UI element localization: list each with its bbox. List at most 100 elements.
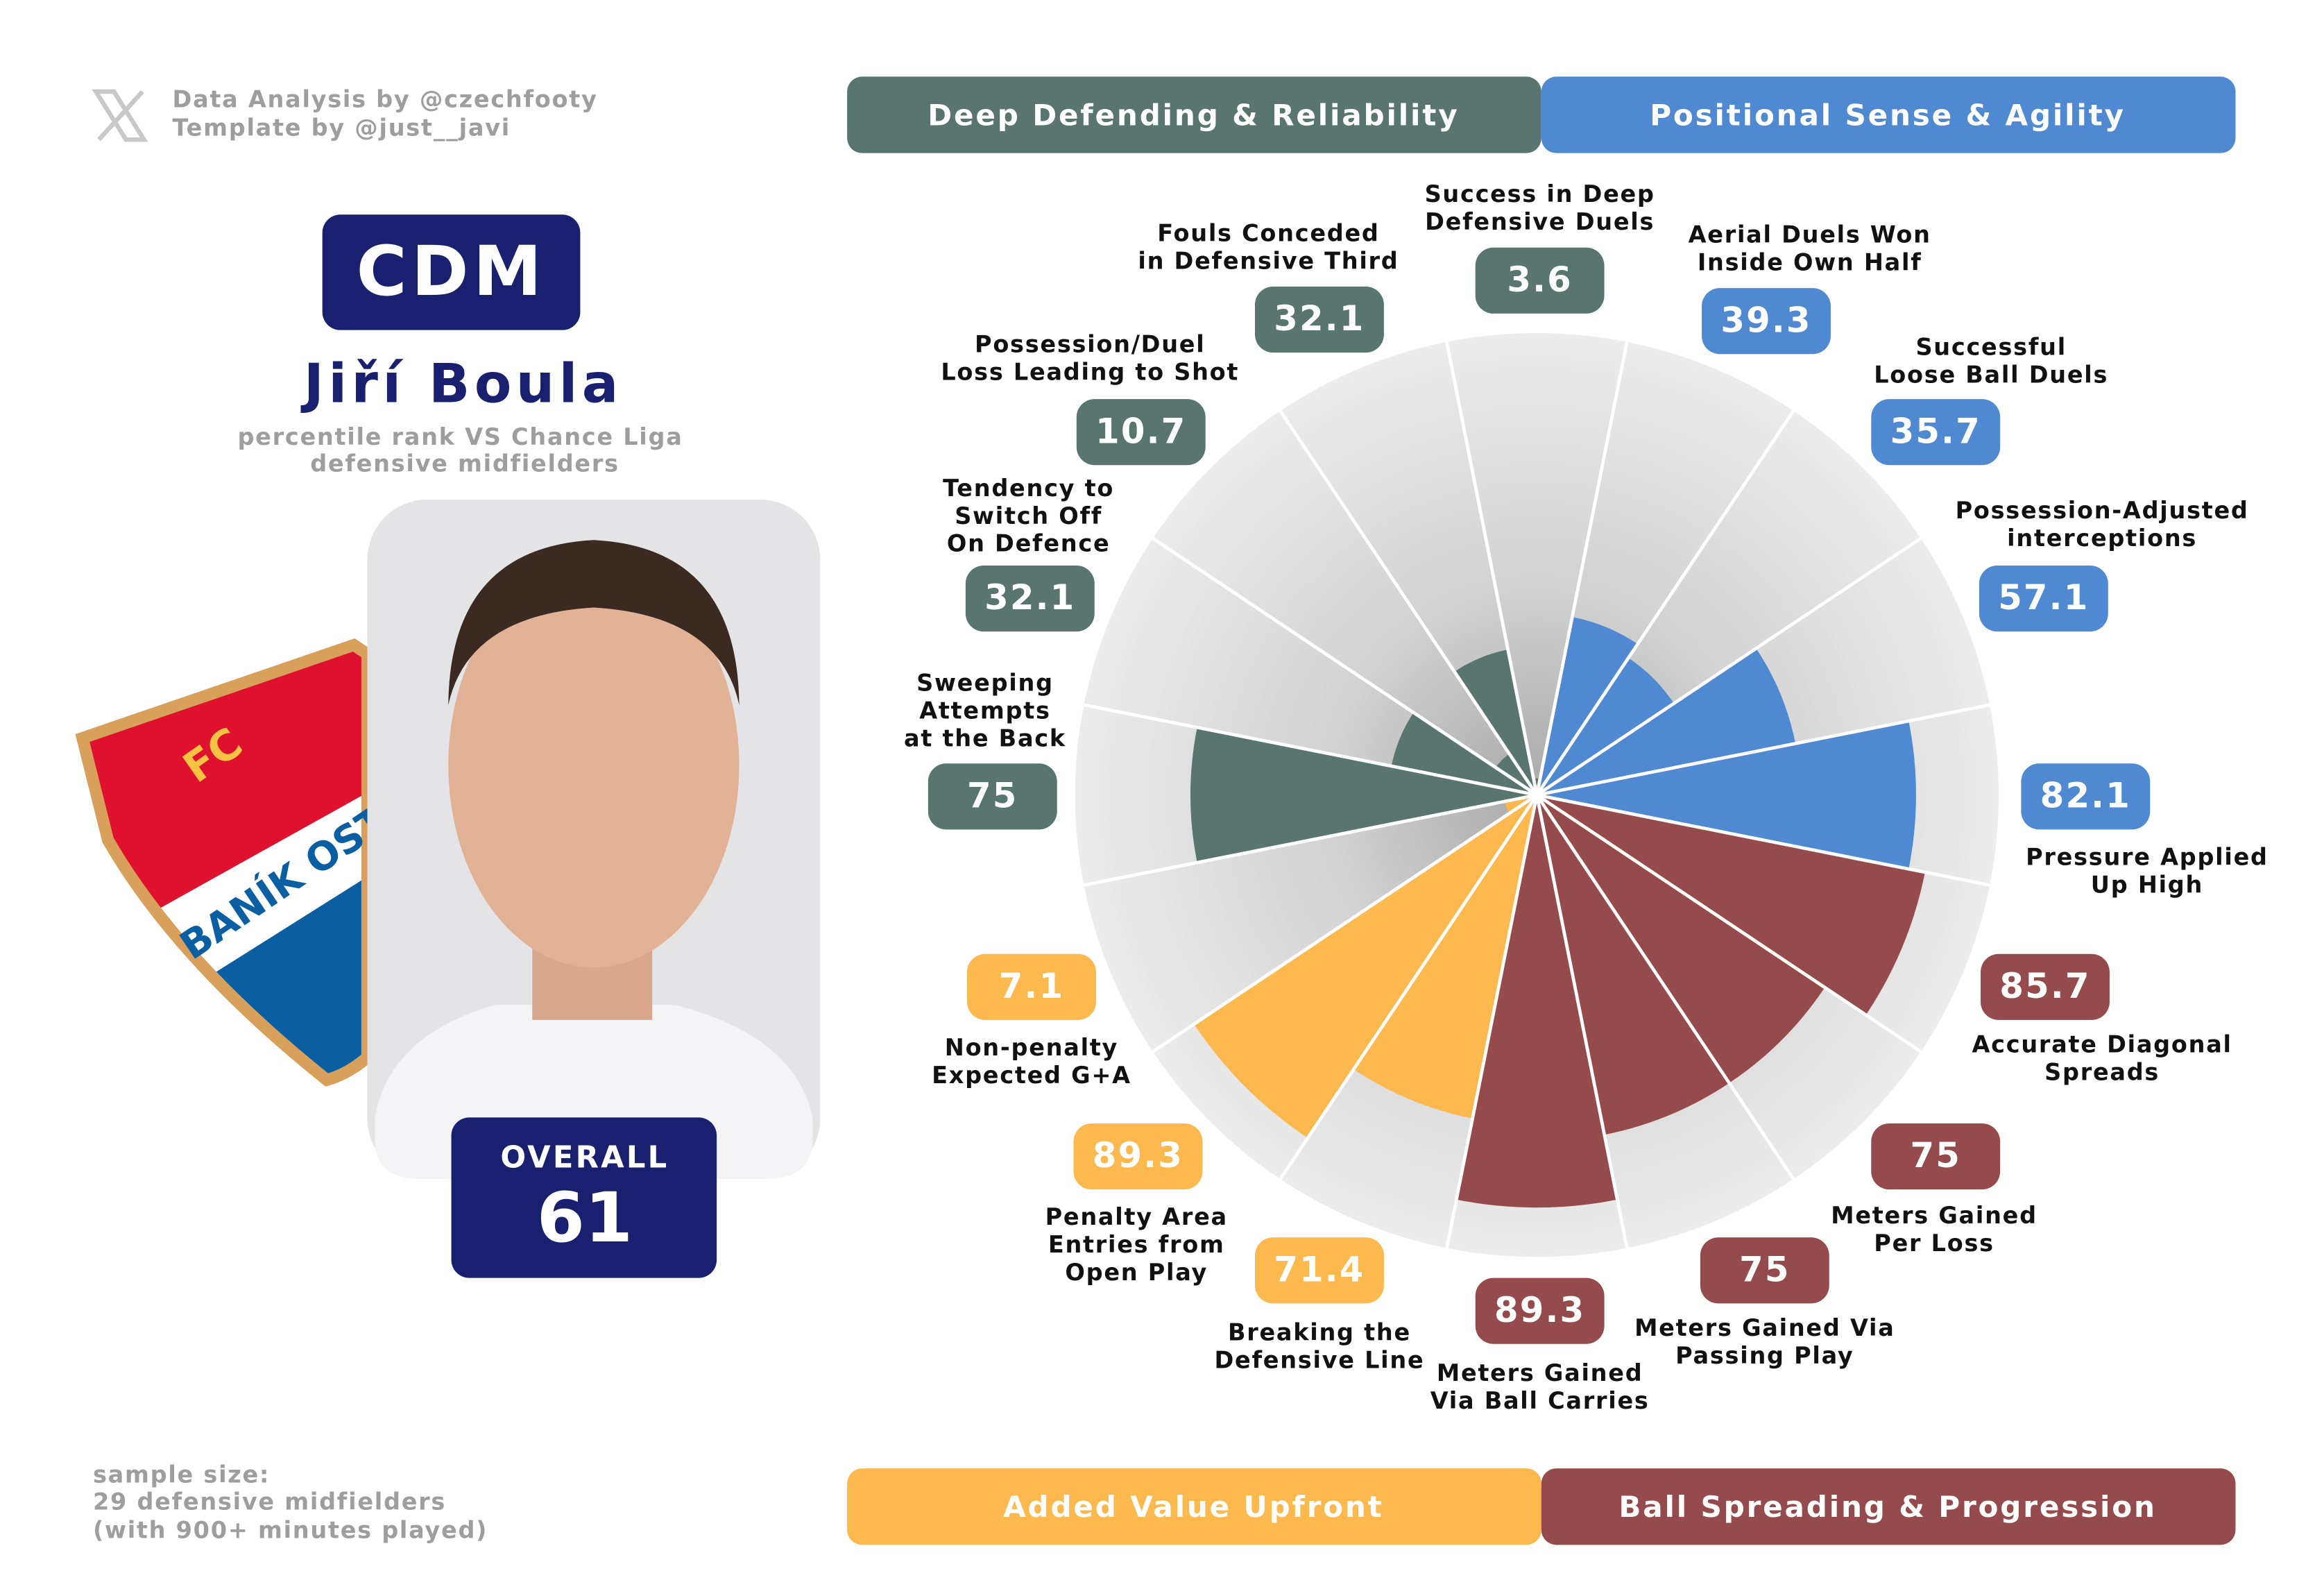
value-pill: [967, 953, 1096, 1020]
position: CDM: [357, 232, 547, 312]
bar: [1456, 795, 1618, 1208]
position-box: [322, 214, 581, 330]
value-pill: [1255, 1237, 1384, 1304]
value-label: 7.1: [999, 966, 1065, 1006]
metric-label: Breaking the Defensive Line: [1214, 1318, 1424, 1373]
value-label: 39.3: [1720, 300, 1811, 340]
bar: [1537, 795, 1729, 1135]
slice-divider: [1536, 703, 1990, 797]
overall-value: 61: [537, 1178, 633, 1258]
value-label: 89.3: [1093, 1135, 1184, 1175]
slice-divider: [1152, 536, 1538, 797]
metric-label: Meters Gained Via Passing Play: [1634, 1314, 1895, 1369]
value-pill: [1871, 399, 2001, 466]
value-pill: [1979, 566, 2108, 632]
bar: [1454, 650, 1537, 795]
metric-label: Fouls Conceded in Defensive Third: [1138, 219, 1399, 274]
value-pill: [1981, 953, 2110, 1020]
value-label: 57.1: [1998, 577, 2089, 618]
legend-box: [1541, 76, 2236, 153]
slice-divider: [1535, 409, 1795, 796]
value-pill: [928, 763, 1057, 830]
bar: [1537, 648, 1796, 795]
metric-label: Accurate Diagonal Spreads: [1972, 1030, 2232, 1085]
sample-size: 29 defensive midfielders: [93, 1488, 446, 1515]
metric-label: Non-penalty Expected G+A: [932, 1033, 1131, 1088]
overall-label: OVERALL: [500, 1140, 669, 1175]
value-pill: [1076, 399, 1206, 466]
slice-divider: [1279, 409, 1539, 796]
bar: [1537, 721, 1916, 869]
value-label: 85.7: [1999, 966, 2090, 1006]
player-photo: [367, 499, 821, 1179]
sample-size: sample size:: [93, 1461, 270, 1488]
slice-divider: [1536, 793, 1922, 1053]
slice-divider: [1445, 795, 1539, 1249]
slice-background: [1152, 411, 1537, 795]
slice-divider: [1152, 793, 1538, 1053]
value-pill: [1475, 1277, 1605, 1344]
bar: [1391, 712, 1537, 795]
bar: [1537, 617, 1638, 795]
value-label: 89.3: [1494, 1290, 1585, 1330]
bar: [1537, 795, 1925, 1015]
metric-label: Meters Gained Via Ball Carries: [1430, 1359, 1650, 1414]
metric-label: Successful Loose Ball Duels: [1874, 333, 2108, 388]
value-label: 10.7: [1095, 411, 1186, 451]
slice-divider: [1279, 794, 1539, 1180]
slice-background: [1084, 795, 1537, 1052]
value-label: 32.1: [984, 577, 1075, 618]
legend-label: Ball Spreading & Progression: [1618, 1490, 2156, 1524]
value-pill: [1073, 1123, 1203, 1190]
slice-divider: [1535, 341, 1629, 796]
credit: Template by @just__javi: [173, 114, 511, 142]
player-name: Jiří Boula: [300, 353, 623, 415]
bar: [1190, 727, 1537, 863]
legend-label: Added Value Upfront: [1003, 1490, 1384, 1524]
value-pill: [2021, 763, 2151, 830]
metric-label: Possession-Adjusted interceptions: [1956, 497, 2249, 552]
value-pill: [1700, 1237, 1829, 1304]
value-pill: [1475, 247, 1605, 314]
slice-divider: [1083, 703, 1537, 797]
value-label: 75: [967, 776, 1018, 816]
value-label: 32.1: [1274, 298, 1365, 339]
legend-box: [847, 76, 1541, 153]
slice-divider: [1445, 341, 1539, 796]
metric-label: Possession/Duel Loss Leading to Shot: [941, 330, 1239, 385]
metric-label: Pressure Applied Up High: [2026, 843, 2269, 898]
slice-divider: [1535, 794, 1795, 1180]
legend-box: [1541, 1468, 2236, 1545]
pizza-chart: Success in Deep Defensive Duels 3.6 Aerial …: [847, 76, 2269, 1545]
value-pill: [1255, 287, 1384, 353]
credit: Data Analysis by @czechfooty: [173, 86, 598, 113]
slice-divider: [1535, 795, 1629, 1249]
overall-box: [451, 1117, 717, 1278]
value-label: 35.7: [1890, 411, 1981, 451]
slice-background: [1446, 333, 1627, 795]
value-label: 71.4: [1274, 1249, 1365, 1289]
sample-size: (with 900+ minutes played): [93, 1516, 488, 1543]
metric-label: Tendency to Switch Off On Defence: [943, 474, 1114, 557]
metric-label: Sweeping Attempts at the Back: [904, 669, 1066, 752]
value-pill: [1871, 1123, 2001, 1190]
value-label: 75: [1910, 1135, 1960, 1175]
subtitle: defensive midfielders: [310, 450, 620, 477]
x-logo: [92, 89, 148, 142]
slice-divider: [1536, 793, 1990, 887]
value-label: 82.1: [2040, 776, 2131, 816]
value-pill: [965, 566, 1095, 632]
metric-label: Success in Deep Defensive Duels: [1425, 180, 1655, 235]
metric-label: Aerial Duels Won Inside Own Half: [1689, 221, 1931, 275]
value-label: 75: [1739, 1249, 1790, 1289]
slice-divider: [1083, 793, 1537, 887]
subtitle: percentile rank VS Chance Liga: [237, 423, 683, 450]
legend-box: [847, 1468, 1541, 1545]
metric-label: Penalty Area Entries from Open Play: [1045, 1203, 1228, 1286]
legend-label: Positional Sense & Agility: [1650, 98, 2126, 132]
legend-label: Deep Defending & Reliability: [928, 98, 1459, 132]
metric-label: Meters Gained Per Loss: [1831, 1202, 2037, 1257]
slice-divider: [1536, 536, 1922, 797]
